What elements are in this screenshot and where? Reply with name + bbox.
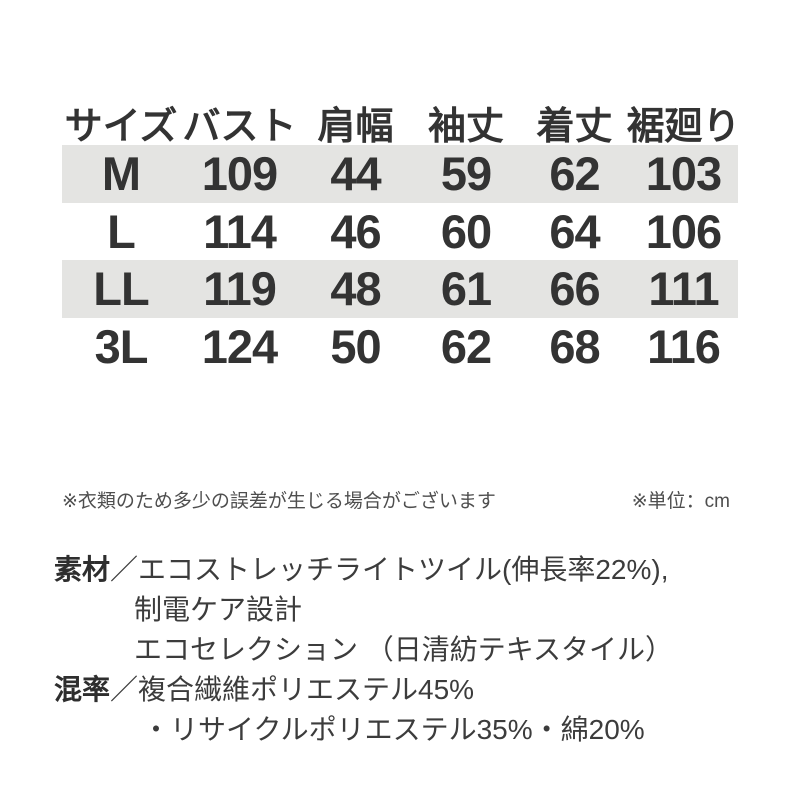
composition-text-1: 複合繊維ポリエステル45% (138, 674, 475, 705)
table-row-ll: LL 119 48 61 66 111 (62, 260, 738, 318)
hem-value: 103 (645, 147, 722, 201)
table-footnotes: ※衣類のため多少の誤差が生じる場合がございます ※単位：cm (62, 486, 730, 513)
col-header-size: サイズ (64, 106, 178, 148)
material-label: 素材 (54, 554, 111, 585)
sleeve-value: 61 (440, 262, 492, 316)
material-line-3: エコセレクション （日清紡テキスタイル） (134, 634, 673, 665)
table-row-l: L 114 46 60 64 106 (62, 203, 738, 261)
product-details: 素材／エコストレッチライトツイル(伸長率22%), 制電ケア設計 エコセレクショ… (54, 550, 673, 750)
table-header-row: サイズ バスト 肩幅 袖丈 着丈 裾廻り (62, 95, 741, 148)
length-value: 64 (549, 204, 600, 258)
col-header-bust: バスト (182, 106, 297, 148)
col-header-hem: 裾廻り (626, 106, 741, 148)
length-value: 66 (549, 262, 600, 316)
label-separator: ／ (110, 674, 139, 705)
sleeve-value: 62 (440, 319, 492, 373)
shoulder-value: 48 (330, 262, 381, 316)
sleeve-value: 60 (440, 204, 492, 258)
shoulder-value: 44 (330, 147, 381, 201)
material-text-1: エコストレッチライトツイル(伸長率22%), (138, 554, 669, 585)
composition-label: 混率 (54, 674, 111, 705)
composition-line-1: 混率／複合繊維ポリエステル45% (54, 670, 673, 710)
bust-value: 119 (203, 262, 277, 316)
length-value: 68 (549, 319, 600, 373)
composition-line-2: ・リサイクルポリエステル35%・綿20% (142, 714, 645, 745)
unit-note: ※単位：cm (631, 491, 730, 512)
tolerance-disclaimer: ※衣類のため多少の誤差が生じる場合がございます (62, 491, 496, 512)
label-separator: ／ (110, 554, 139, 585)
bust-value: 109 (201, 147, 278, 201)
table-row-m: M 109 44 59 62 103 (62, 145, 738, 203)
shoulder-value: 46 (330, 204, 381, 258)
hem-value: 116 (647, 319, 721, 373)
size-label: L (107, 204, 136, 258)
size-label: 3L (94, 319, 149, 373)
bust-value: 114 (203, 204, 277, 258)
size-label: LL (93, 262, 149, 316)
col-header-sleeve: 袖丈 (427, 106, 504, 148)
hem-value: 111 (648, 262, 719, 316)
size-spec-table: サイズ バスト 肩幅 袖丈 着丈 裾廻り M 109 44 59 62 103 … (62, 95, 741, 376)
table-row-3l: 3L 124 50 62 68 116 (62, 318, 738, 376)
col-header-shoulder: 肩幅 (317, 106, 394, 148)
material-line-2: 制電ケア設計 (134, 594, 303, 625)
hem-value: 106 (645, 204, 722, 258)
material-line-1: 素材／エコストレッチライトツイル(伸長率22%), (54, 550, 673, 590)
sleeve-value: 59 (440, 147, 492, 201)
shoulder-value: 50 (330, 319, 381, 373)
size-label: M (101, 147, 141, 201)
bust-value: 124 (201, 319, 278, 373)
col-header-length: 着丈 (536, 106, 613, 148)
length-value: 62 (549, 147, 600, 201)
